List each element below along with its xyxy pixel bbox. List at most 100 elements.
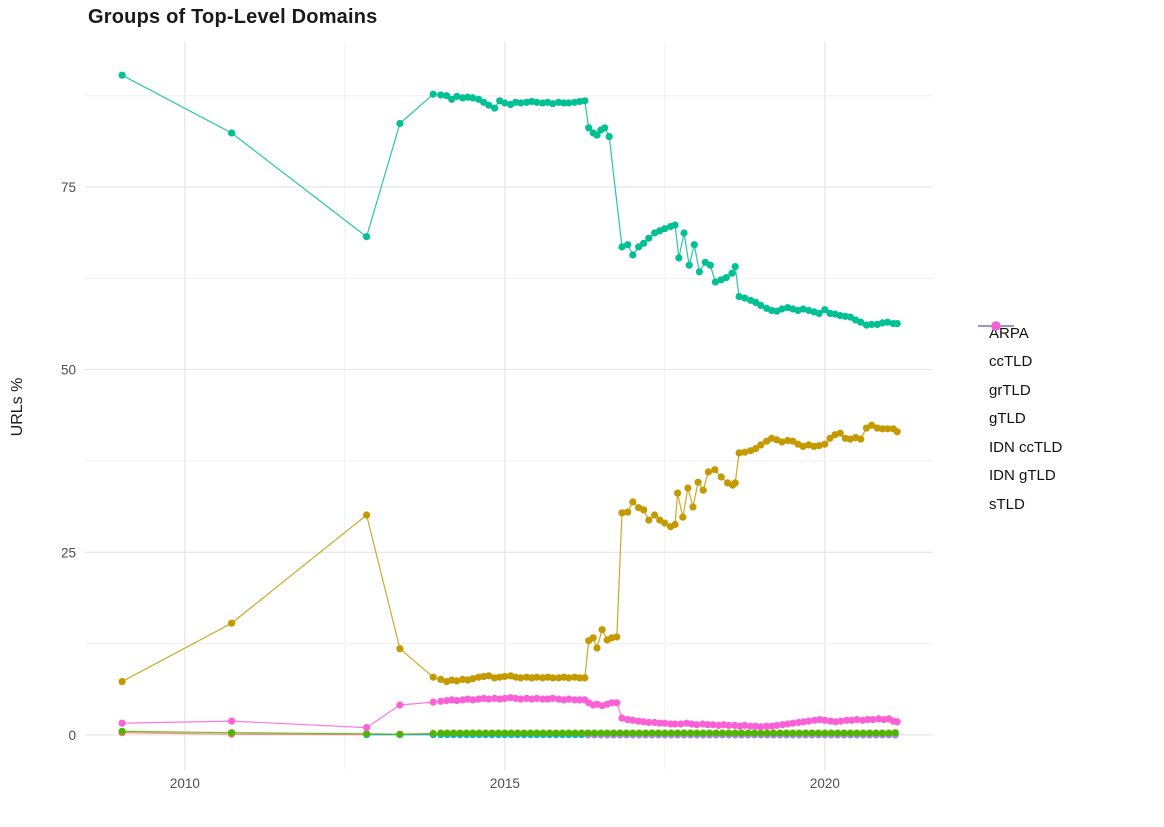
data-point-grtld: [738, 729, 746, 737]
data-point-cctld: [679, 513, 687, 521]
data-point-gtld: [680, 229, 688, 237]
data-point-cctld: [437, 675, 445, 684]
data-point-grtld: [827, 729, 835, 737]
data-point-gtld: [485, 101, 493, 109]
data-point-cctld: [485, 672, 493, 680]
data-point-grtld: [680, 729, 688, 737]
major-gridlines: [85, 42, 933, 770]
data-point-grtld: [450, 729, 458, 737]
data-point-cctld: [651, 511, 659, 519]
legend-item-idn-gtld: IDN gTLD: [976, 321, 1062, 491]
data-point-cctld: [565, 674, 573, 682]
legend-label-grtld: grTLD: [989, 381, 1031, 399]
data-point-cctld: [618, 509, 626, 517]
data-point-gtld: [711, 278, 720, 286]
data-point-gtld: [645, 234, 653, 242]
data-point-grtld: [712, 729, 720, 737]
legend-item-grtld: grTLD: [976, 321, 1062, 405]
data-point-cctld: [868, 421, 876, 429]
data-point-cctld: [699, 486, 707, 494]
data-point-cctld: [228, 619, 236, 627]
data-point-grtld: [846, 729, 855, 737]
data-point-stld: [363, 724, 371, 732]
data-point-gtld: [228, 129, 236, 137]
data-point-stld: [805, 717, 813, 725]
data-point-cctld: [821, 440, 829, 448]
data-point-grtld: [622, 729, 631, 737]
data-point-grtld: [584, 729, 592, 737]
data-point-grtld: [725, 729, 733, 737]
data-point-grtld: [571, 729, 579, 737]
data-point-cctld: [826, 434, 834, 442]
data-point-gtld: [533, 98, 541, 106]
legend-item-stld: sTLD: [976, 321, 1062, 519]
data-point-gtld: [624, 241, 632, 249]
x-tick-label: 2020: [810, 776, 840, 791]
data-point-gtld: [675, 254, 683, 262]
data-point-cctld: [857, 435, 865, 443]
data-point-stld: [693, 721, 701, 729]
data-point-grtld: [885, 729, 893, 737]
legend-label-stld: sTLD: [989, 495, 1025, 513]
data-point-stld: [571, 696, 579, 704]
data-point-stld: [429, 698, 437, 706]
data-point-cctld: [363, 511, 371, 519]
data-point-gtld: [671, 221, 679, 229]
data-point-cctld: [624, 508, 632, 516]
data-point-grtld: [469, 729, 477, 737]
data-point-stld: [843, 716, 851, 724]
data-point-gtld: [363, 233, 371, 241]
data-point-stld: [533, 694, 541, 703]
data-point-grtld: [686, 729, 695, 737]
data-point-stld: [773, 721, 781, 730]
legend-key-stld: [978, 321, 1014, 331]
data-point-cctld: [593, 644, 601, 652]
data-point-cctld: [789, 437, 797, 445]
data-point-stld: [757, 723, 765, 731]
data-point-gtld: [565, 99, 573, 107]
y-tick-label: 75: [61, 180, 76, 195]
data-point-stld: [704, 721, 712, 729]
data-point-stld: [517, 695, 525, 703]
data-point-grtld: [872, 729, 880, 737]
data-point-stld: [565, 695, 573, 703]
data-point-grtld: [795, 729, 803, 737]
data-point-cctld: [661, 519, 669, 527]
data-point-grtld: [866, 729, 874, 737]
data-point-gtld: [735, 293, 743, 301]
data-point-cctld: [533, 673, 541, 681]
data-point-grtld: [610, 729, 618, 737]
data-point-grtld: [757, 729, 765, 737]
data-point-gtld: [821, 306, 829, 314]
data-point-gtld: [884, 318, 892, 326]
data-point-cctld: [689, 503, 697, 511]
data-point-gtld: [640, 239, 648, 247]
data-point-gtld: [722, 274, 730, 282]
data-point-cctld: [684, 484, 692, 492]
data-point-cctld: [752, 445, 760, 453]
data-point-gtld: [453, 92, 461, 100]
data-point-gtld: [731, 263, 739, 271]
data-point-grtld: [891, 729, 899, 737]
data-point-grtld: [443, 729, 451, 737]
data-point-grtld: [507, 729, 515, 737]
data-point-grtld: [552, 729, 560, 737]
data-point-gtld: [396, 119, 404, 128]
data-point-stld: [725, 721, 733, 730]
data-point-grtld: [635, 729, 643, 737]
data-point-grtld: [706, 729, 714, 737]
data-point-grtld: [396, 730, 404, 738]
data-point-stld: [837, 717, 845, 725]
legend-key-dot: [991, 321, 1001, 331]
data-point-grtld: [859, 729, 867, 737]
data-point-gtld: [741, 294, 749, 302]
data-point-grtld: [693, 729, 701, 737]
data-point-grtld: [840, 729, 848, 737]
legend-item-idn-cctld: IDN ccTLD: [976, 321, 1062, 462]
data-point-stld: [869, 716, 877, 724]
data-point-cctld: [674, 489, 682, 497]
legend-label-idn-gtld: IDN gTLD: [989, 467, 1056, 485]
data-point-cctld: [704, 468, 713, 476]
y-tick-label: 50: [61, 363, 76, 378]
y-tick-label: 0: [68, 728, 76, 743]
